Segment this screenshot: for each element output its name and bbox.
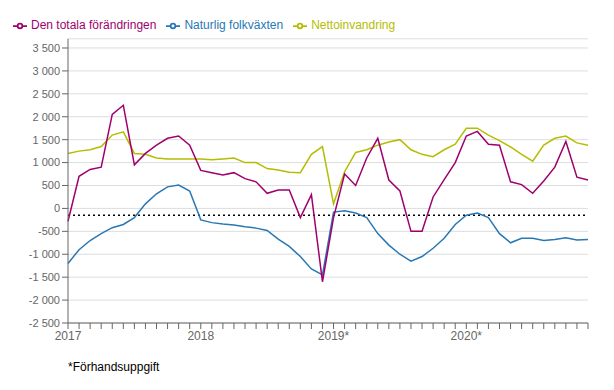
svg-text:0: 0 (54, 202, 60, 214)
svg-text:1 500: 1 500 (32, 134, 60, 146)
svg-text:500: 500 (42, 179, 60, 191)
svg-text:1 000: 1 000 (32, 156, 60, 168)
svg-text:2020*: 2020* (451, 329, 483, 343)
svg-text:3 500: 3 500 (32, 42, 60, 54)
html-text:Den totala förändringen: Den totala förändringen (31, 18, 157, 32)
svg-text:-1 500: -1 500 (29, 271, 60, 283)
html-text:*Förhandsuppgift: *Förhandsuppgift (68, 360, 160, 374)
svg-text:2018: 2018 (187, 329, 214, 343)
svg-text:-1 000: -1 000 (29, 248, 60, 260)
svg-text:2 500: 2 500 (32, 88, 60, 100)
html-text:Nettoinvandring: Nettoinvandring (311, 18, 396, 32)
svg-text:2 000: 2 000 (32, 111, 60, 123)
svg-text:-2 000: -2 000 (29, 294, 60, 306)
svg-text:-500: -500 (38, 225, 60, 237)
svg-text:2017: 2017 (55, 329, 82, 343)
html-text:Naturlig folkväxten: Naturlig folkväxten (184, 18, 284, 32)
svg-text:-2 500: -2 500 (29, 317, 60, 329)
svg-text:3 000: 3 000 (32, 65, 60, 77)
svg-text:2019*: 2019* (318, 329, 350, 343)
